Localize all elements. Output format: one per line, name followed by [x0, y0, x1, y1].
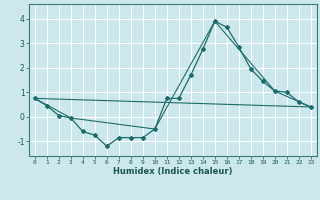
X-axis label: Humidex (Indice chaleur): Humidex (Indice chaleur) [113, 167, 233, 176]
